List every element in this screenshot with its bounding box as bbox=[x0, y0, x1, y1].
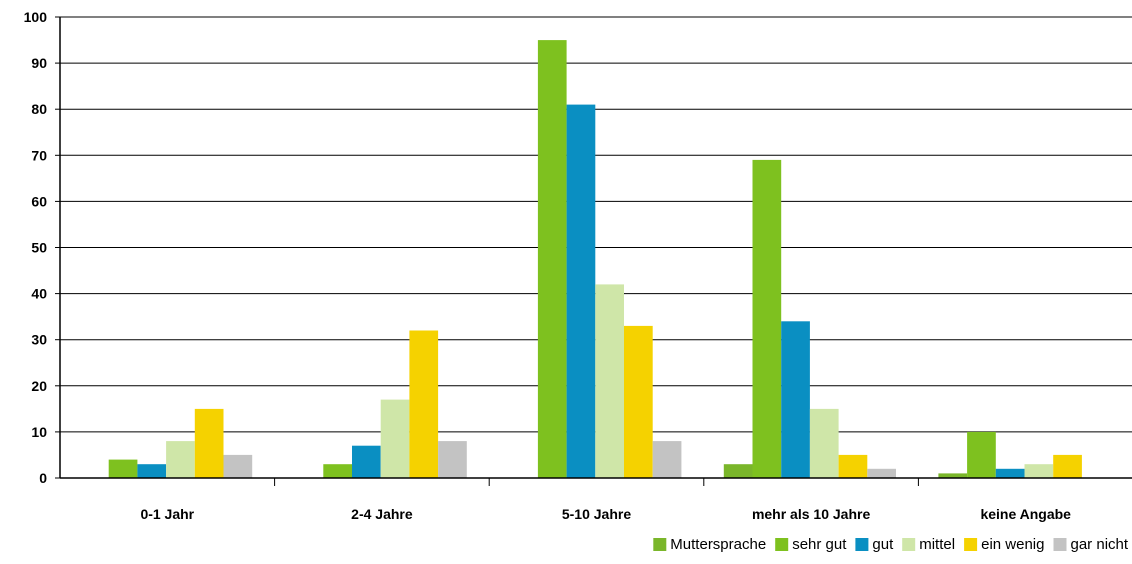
bar-mittel-4 bbox=[809, 408, 839, 478]
legend-item-ein-wenig: ein wenig bbox=[964, 536, 1044, 553]
bar-sehr-gut-3 bbox=[537, 40, 567, 478]
bars bbox=[108, 40, 1082, 478]
bar-gar-nicht-3 bbox=[652, 441, 682, 478]
legend-item-mittel: mittel bbox=[902, 536, 955, 553]
legend-item-gut: gut bbox=[855, 536, 894, 553]
legend-label: Muttersprache bbox=[670, 536, 766, 553]
bar-mittel-1 bbox=[166, 441, 195, 478]
bar-mittel-3 bbox=[595, 284, 624, 478]
legend-label: gut bbox=[872, 536, 894, 553]
bar-gar-nicht-2 bbox=[438, 441, 467, 478]
bar-gut-1 bbox=[137, 464, 167, 478]
bar-muttersprache-5 bbox=[938, 473, 968, 478]
y-tick-label: 30 bbox=[31, 332, 47, 348]
y-tick-label: 60 bbox=[31, 193, 47, 209]
legend-swatch bbox=[855, 538, 869, 551]
bar-ein-wenig-1 bbox=[194, 408, 224, 478]
bar-ein-wenig-2 bbox=[409, 330, 439, 478]
bar-ein-wenig-5 bbox=[1053, 454, 1082, 478]
bar-sehr-gut-4 bbox=[752, 159, 782, 478]
y-tick-label: 0 bbox=[39, 470, 47, 486]
bar-ein-wenig-4 bbox=[838, 454, 868, 478]
legend-swatch bbox=[653, 538, 667, 551]
y-tick-label: 70 bbox=[31, 147, 47, 163]
y-tick-label: 20 bbox=[31, 378, 47, 394]
bar-gut-3 bbox=[566, 104, 596, 478]
bar-gut-4 bbox=[781, 321, 810, 478]
legend-item-sehr-gut: sehr gut bbox=[775, 536, 847, 553]
gridlines bbox=[60, 16, 1132, 433]
bar-ein-wenig-3 bbox=[624, 325, 653, 478]
bar-sehr-gut-1 bbox=[108, 459, 138, 478]
bar-mittel-2 bbox=[380, 399, 410, 478]
legend-swatch bbox=[1053, 538, 1067, 551]
legend-label: sehr gut bbox=[792, 536, 847, 553]
bar-sehr-gut-5 bbox=[967, 431, 996, 478]
bar-sehr-gut-2 bbox=[323, 464, 352, 478]
x-axis-category-labels: 0-1 Jahr 2-4 Jahre 5-10 Jahre mehr als 10 J… bbox=[140, 506, 1071, 522]
legend-swatch bbox=[902, 538, 916, 551]
bar-gar-nicht-4 bbox=[867, 468, 896, 478]
y-tick-label: 50 bbox=[31, 240, 47, 256]
bar-mittel-5 bbox=[1024, 464, 1054, 478]
y-tick-label: 40 bbox=[31, 286, 47, 302]
y-axis-tick-labels: 0 10 20 30 40 50 60 70 80 90 100 bbox=[24, 9, 48, 486]
legend-label: ein wenig bbox=[981, 536, 1044, 553]
y-tick-label: 80 bbox=[31, 101, 47, 117]
bar-muttersprache-4 bbox=[723, 464, 753, 478]
x-category-label: mehr als 10 Jahre bbox=[752, 506, 871, 522]
legend-item-gar-nicht: gar nicht bbox=[1053, 536, 1129, 553]
y-tick-label: 100 bbox=[24, 9, 48, 25]
x-category-label: 5-10 Jahre bbox=[562, 506, 631, 522]
bar-gar-nicht-1 bbox=[223, 454, 253, 478]
axes bbox=[55, 16, 1132, 486]
x-category-label: 0-1 Jahr bbox=[140, 506, 194, 522]
y-tick-label: 10 bbox=[31, 424, 47, 440]
legend-swatch bbox=[775, 538, 789, 551]
bar-gut-2 bbox=[352, 445, 381, 478]
x-category-label: 2-4 Jahre bbox=[351, 506, 413, 522]
legend-swatch bbox=[964, 538, 978, 551]
legend: Muttersprache sehr gut gut mittel ein wenig g… bbox=[653, 536, 1129, 553]
bar-gut-5 bbox=[995, 468, 1025, 478]
x-category-label: keine Angabe bbox=[980, 506, 1071, 522]
y-tick-label: 90 bbox=[31, 55, 47, 71]
legend-item-muttersprache: Muttersprache bbox=[653, 536, 766, 553]
legend-label: gar nicht bbox=[1071, 536, 1129, 553]
legend-label: mittel bbox=[919, 536, 955, 553]
